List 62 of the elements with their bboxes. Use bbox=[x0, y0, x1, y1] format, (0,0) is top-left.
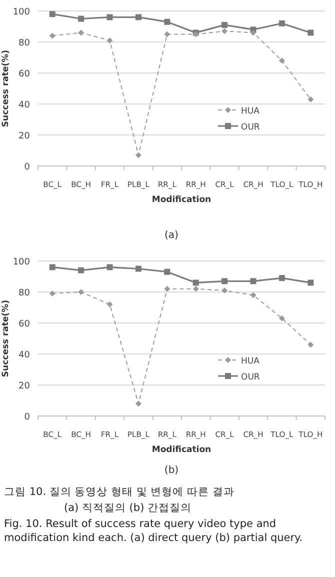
point bbox=[278, 275, 285, 282]
y-tick-label: 60 bbox=[18, 320, 30, 330]
y-tick-label: 20 bbox=[18, 382, 30, 392]
y-axis-title: Success rate(%) bbox=[1, 50, 11, 128]
legend-label: HUA bbox=[241, 106, 260, 116]
y-axis-title: Success rate(%) bbox=[1, 300, 11, 378]
y-tick-label: 80 bbox=[18, 288, 30, 298]
point bbox=[78, 267, 84, 274]
point bbox=[78, 289, 84, 295]
point bbox=[308, 96, 314, 102]
y-tick-label: 60 bbox=[18, 70, 30, 80]
y-tick-label: 100 bbox=[12, 258, 30, 268]
point bbox=[106, 301, 113, 308]
point bbox=[308, 342, 314, 348]
point bbox=[308, 30, 314, 36]
caption: Fig. 10. Result of success rate query video type and modification kind each. (a) direct query (b) partial query. bbox=[4, 517, 304, 545]
point bbox=[106, 14, 113, 20]
x-axis-title: Modification bbox=[152, 445, 212, 455]
point bbox=[222, 22, 228, 28]
y-tick-label: 80 bbox=[18, 38, 30, 48]
point bbox=[278, 20, 285, 26]
point bbox=[106, 264, 113, 270]
point bbox=[222, 287, 228, 294]
point bbox=[49, 290, 56, 297]
legend-label: OUR bbox=[241, 372, 260, 382]
point bbox=[135, 266, 142, 272]
point bbox=[135, 14, 142, 20]
text: (b) bbox=[164, 465, 179, 476]
point bbox=[278, 58, 285, 64]
point bbox=[222, 28, 228, 34]
point bbox=[78, 16, 84, 22]
point bbox=[278, 315, 285, 322]
y-tick-label: 0 bbox=[24, 412, 30, 422]
legend-label: OUR bbox=[241, 122, 260, 132]
text: (a) bbox=[164, 230, 179, 241]
legend-label: HUA bbox=[241, 356, 260, 366]
point bbox=[192, 286, 199, 292]
point bbox=[192, 280, 199, 286]
point bbox=[49, 11, 56, 18]
point bbox=[49, 32, 56, 39]
y-tick-label: 40 bbox=[18, 100, 30, 110]
y-tick-label: 40 bbox=[18, 350, 30, 360]
point bbox=[164, 31, 170, 38]
point bbox=[250, 292, 256, 298]
y-tick-label: 20 bbox=[18, 132, 30, 142]
point bbox=[164, 268, 170, 275]
x-axis-title: Modification bbox=[152, 195, 212, 205]
point bbox=[135, 400, 142, 407]
y-tick-label: 0 bbox=[24, 162, 30, 172]
point bbox=[78, 30, 84, 36]
point bbox=[250, 30, 256, 36]
y-tick-label: 100 bbox=[12, 8, 30, 18]
point bbox=[135, 152, 142, 158]
text: (a) 직적질의 (b) 간접질의 bbox=[63, 501, 192, 515]
point bbox=[308, 280, 314, 286]
point bbox=[222, 278, 228, 284]
point bbox=[49, 264, 56, 270]
point bbox=[164, 286, 170, 292]
point bbox=[250, 278, 256, 284]
point bbox=[164, 18, 170, 25]
point bbox=[106, 37, 113, 44]
caption: 그림 10. 질의 동영상 형태 및 변형에 따른 결과 bbox=[4, 485, 236, 499]
